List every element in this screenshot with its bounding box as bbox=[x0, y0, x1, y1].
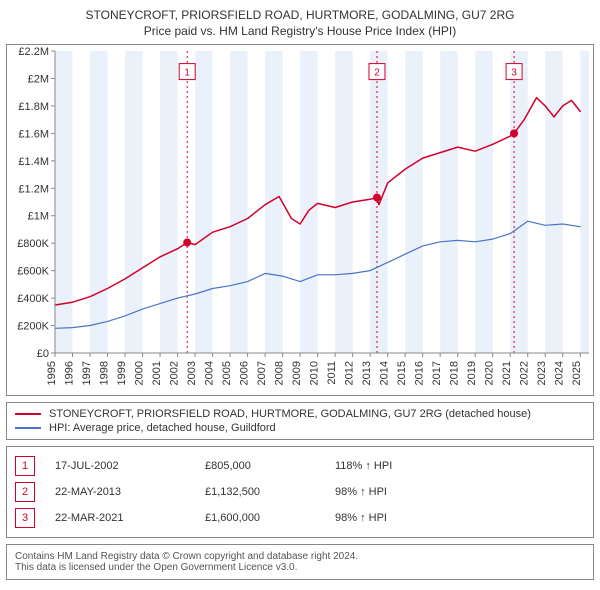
transaction-date: 17-JUL-2002 bbox=[55, 460, 205, 472]
svg-text:2024: 2024 bbox=[554, 361, 566, 385]
svg-text:1997: 1997 bbox=[81, 361, 93, 385]
svg-text:£400K: £400K bbox=[17, 293, 49, 305]
transaction-date: 22-MAY-2013 bbox=[55, 486, 205, 498]
svg-text:1: 1 bbox=[184, 68, 190, 79]
svg-text:2025: 2025 bbox=[571, 361, 583, 385]
svg-text:2018: 2018 bbox=[449, 361, 461, 385]
svg-text:£1.8M: £1.8M bbox=[18, 101, 49, 113]
legend-item: HPI: Average price, detached house, Guil… bbox=[15, 421, 585, 435]
chart-svg: £0 £200K £400K £600K £800K £1M £1.2M £1.4M £1.6M… bbox=[7, 45, 593, 395]
svg-text:2012: 2012 bbox=[344, 361, 356, 385]
transaction-row: 3 22-MAR-2021£1,600,00098% ↑ HPI bbox=[15, 505, 585, 531]
svg-text:£1.6M: £1.6M bbox=[18, 128, 49, 140]
svg-text:£2.2M: £2.2M bbox=[18, 46, 49, 58]
svg-text:2016: 2016 bbox=[414, 361, 426, 385]
svg-text:2007: 2007 bbox=[256, 361, 268, 385]
svg-text:2011: 2011 bbox=[326, 361, 338, 385]
svg-text:2006: 2006 bbox=[239, 361, 251, 385]
transaction-delta: 98% ↑ HPI bbox=[335, 512, 387, 524]
svg-text:1995: 1995 bbox=[46, 361, 58, 385]
transactions-table: 1 17-JUL-2002£805,000118% ↑ HPI 2 22-MAY-20… bbox=[6, 446, 594, 538]
legend-label: STONEYCROFT, PRIORSFIELD ROAD, HURTMORE,… bbox=[49, 408, 531, 420]
page-subtitle: Price paid vs. HM Land Registry's House … bbox=[6, 24, 594, 38]
attribution-line: This data is licensed under the Open Gov… bbox=[15, 562, 585, 573]
transaction-date: 22-MAR-2021 bbox=[55, 512, 205, 524]
transaction-delta: 118% ↑ HPI bbox=[335, 460, 392, 472]
svg-text:£1.2M: £1.2M bbox=[18, 183, 49, 195]
legend-swatch bbox=[15, 413, 41, 415]
legend-item: STONEYCROFT, PRIORSFIELD ROAD, HURTMORE,… bbox=[15, 407, 585, 421]
transaction-index: 3 bbox=[15, 508, 35, 528]
svg-text:£2M: £2M bbox=[28, 73, 49, 85]
svg-text:£800K: £800K bbox=[17, 238, 49, 250]
svg-text:2015: 2015 bbox=[396, 361, 408, 385]
svg-text:2017: 2017 bbox=[431, 361, 443, 385]
svg-text:2000: 2000 bbox=[134, 361, 146, 385]
svg-text:2004: 2004 bbox=[204, 361, 216, 385]
svg-text:£1.4M: £1.4M bbox=[18, 156, 49, 168]
svg-text:2002: 2002 bbox=[169, 361, 181, 385]
svg-text:3: 3 bbox=[511, 68, 517, 79]
svg-text:2008: 2008 bbox=[274, 361, 286, 385]
transaction-price: £1,600,000 bbox=[205, 512, 335, 524]
svg-text:2014: 2014 bbox=[379, 361, 391, 385]
svg-text:2021: 2021 bbox=[501, 361, 513, 385]
attribution-line: Contains HM Land Registry data © Crown c… bbox=[15, 551, 585, 562]
svg-text:2019: 2019 bbox=[466, 361, 478, 385]
svg-text:2: 2 bbox=[374, 68, 380, 79]
svg-text:£200K: £200K bbox=[17, 321, 49, 333]
legend-swatch bbox=[15, 427, 41, 429]
transaction-price: £805,000 bbox=[205, 460, 335, 472]
svg-text:2023: 2023 bbox=[536, 361, 548, 385]
price-chart: £0 £200K £400K £600K £800K £1M £1.2M £1.4M £1.6M… bbox=[6, 44, 594, 396]
svg-text:2022: 2022 bbox=[519, 361, 531, 385]
transaction-index: 2 bbox=[15, 482, 35, 502]
svg-text:2009: 2009 bbox=[291, 361, 303, 385]
transaction-index: 1 bbox=[15, 456, 35, 476]
svg-text:2020: 2020 bbox=[484, 361, 496, 385]
svg-text:£600K: £600K bbox=[17, 266, 49, 278]
transaction-price: £1,132,500 bbox=[205, 486, 335, 498]
svg-text:2010: 2010 bbox=[309, 361, 321, 385]
svg-text:2013: 2013 bbox=[361, 361, 373, 385]
legend: STONEYCROFT, PRIORSFIELD ROAD, HURTMORE,… bbox=[6, 402, 594, 440]
svg-text:1998: 1998 bbox=[99, 361, 111, 385]
page-title: STONEYCROFT, PRIORSFIELD ROAD, HURTMORE,… bbox=[6, 8, 594, 22]
transaction-delta: 98% ↑ HPI bbox=[335, 486, 387, 498]
legend-label: HPI: Average price, detached house, Guil… bbox=[49, 422, 276, 434]
attribution: Contains HM Land Registry data © Crown c… bbox=[6, 544, 594, 580]
svg-text:2001: 2001 bbox=[151, 361, 163, 385]
svg-text:2003: 2003 bbox=[186, 361, 198, 385]
svg-text:£0: £0 bbox=[37, 348, 49, 360]
svg-text:2005: 2005 bbox=[221, 361, 233, 385]
svg-text:£1M: £1M bbox=[28, 211, 49, 223]
transaction-row: 1 17-JUL-2002£805,000118% ↑ HPI bbox=[15, 453, 585, 479]
svg-text:1999: 1999 bbox=[116, 361, 128, 385]
transaction-row: 2 22-MAY-2013£1,132,50098% ↑ HPI bbox=[15, 479, 585, 505]
svg-text:1996: 1996 bbox=[64, 361, 76, 385]
